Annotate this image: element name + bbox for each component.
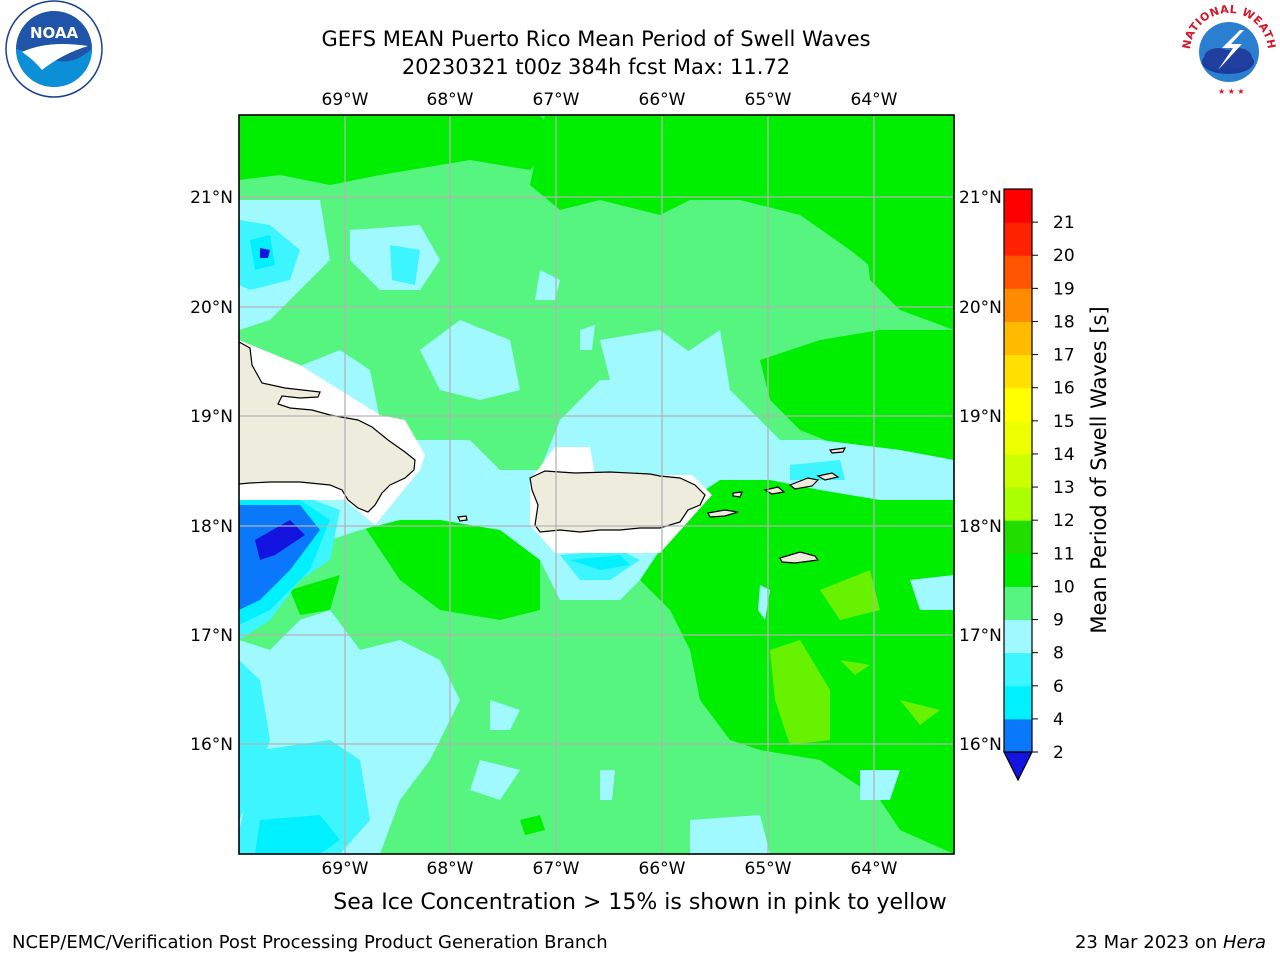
lat-label-right: 18°N [959,517,1002,537]
lon-label-bottom: 69°W [322,859,369,879]
lat-label-left: 20°N [190,298,233,318]
colorbar-tick-label: 11 [1053,544,1075,564]
lon-label-top: 69°W [322,90,369,110]
colorbar-swatch [1004,420,1032,455]
colorbar-tick-label: 10 [1053,577,1075,597]
colorbar-swatch [1004,222,1032,256]
colorbar-swatch [1004,586,1032,621]
colorbar-tick-label: 21 [1053,213,1075,233]
lon-label-bottom: 68°W [427,859,474,879]
lon-label-bottom: 64°W [851,859,898,879]
lon-label-bottom: 65°W [745,859,792,879]
colorbar-label: Mean Period of Swell Waves [s] [1087,306,1111,633]
anegada-island [828,447,847,454]
footer-host: Hera [1222,932,1266,953]
colorbar-swatch [1004,189,1032,223]
nws-logo: NATIONAL WEATHER SERVICE ★ ★ ★ [1178,0,1278,97]
period-11-12-regions [770,570,940,745]
lat-label-left: 17°N [190,626,233,646]
colorbar-tick-label: 2 [1053,743,1064,763]
footer-producer: NCEP/EMC/Verification Post Processing Pr… [12,932,608,953]
colorbar-swatch [1004,453,1032,488]
lon-label-top: 68°W [427,90,474,110]
lon-label-top: 67°W [533,90,580,110]
svg-text:★ ★ ★: ★ ★ ★ [1218,87,1245,96]
colorbar-swatch [1004,387,1032,422]
lat-label-left: 21°N [190,188,233,208]
colorbar-frame [1003,188,1033,753]
colorbar-swatch [1004,520,1032,554]
colorbar-tick-label: 6 [1053,677,1064,697]
colorbar-swatch [1004,685,1032,720]
lat-label-left: 19°N [190,407,233,427]
colorbar-swatch [1004,619,1032,654]
colorbar-tick-label: 8 [1053,644,1064,664]
longitude-labels-bottom: 69°W 68°W 67°W 66°W 65°W 64°W [322,859,898,879]
st-john-island [788,477,820,490]
map-frame [238,114,955,855]
lat-label-right: 21°N [959,188,1002,208]
colorbar-tick-label: 14 [1053,445,1075,465]
colorbar-swatch [1004,288,1032,322]
colorbar-swatch [1004,321,1032,356]
lat-label-left: 18°N [190,517,233,537]
colorbar-tick-label: 15 [1053,412,1075,432]
lat-label-right: 19°N [959,407,1002,427]
colorbar-swatch [1004,553,1032,587]
lon-label-bottom: 66°W [639,859,686,879]
colorbar-extend-arrow [1003,751,1033,782]
colorbar-tick-label: 17 [1053,346,1075,366]
map-area [239,115,954,854]
colorbar-swatch [1004,652,1032,687]
colorbar-tick-label: 20 [1053,246,1075,266]
colorbar-swatch [1004,354,1032,389]
colorbar-tick-label: 16 [1053,379,1075,399]
footer-date: 23 Mar 2023 on Hera [1075,932,1266,953]
chart-title: GEFS MEAN Puerto Rico Mean Period of Swe… [321,27,871,51]
tortola-island [816,472,840,481]
st-croix-island [779,551,820,564]
lon-label-top: 65°W [745,90,792,110]
lon-label-bottom: 67°W [533,859,580,879]
noaa-text: NOAA [30,24,79,42]
st-thomas-island [763,486,786,495]
colorbar-tick-label: 12 [1053,511,1075,531]
colorbar-swatch [1004,487,1032,521]
colorbar-swatch [1004,718,1032,753]
hispaniola-island [239,341,416,513]
mona-island [457,515,468,522]
colorbar: 2 4 6 8 9 10 11 12 13 14 15 16 17 18 19 20 21 [1003,188,1075,782]
lon-label-top: 64°W [851,90,898,110]
colorbar-tick-label: 9 [1053,611,1064,631]
latitude-labels-left: 21°N 20°N 19°N 18°N 17°N 16°N [190,188,233,755]
puerto-rico-island [529,470,706,533]
colorbar-swatch [1004,255,1032,289]
noaa-logo: NOAA [5,0,103,98]
lat-label-left: 16°N [190,735,233,755]
chart-subtitle: 20230321 t00z 384h fcst Max: 11.72 [401,55,791,79]
vieques-island [707,509,739,518]
longitude-labels-top: 69°W 68°W 67°W 66°W 65°W 64°W [322,90,898,110]
lat-label-right: 20°N [959,298,1002,318]
sea-ice-caption: Sea Ice Concentration > 15% is shown in … [333,890,947,915]
colorbar-tick-label: 4 [1053,710,1064,730]
lat-label-right: 17°N [959,626,1002,646]
graticule [239,115,954,854]
colorbar-tick-label: 13 [1053,478,1075,498]
culebra-island [732,491,743,498]
lat-label-right: 16°N [959,735,1002,755]
period-below-2-regions [255,248,305,560]
latitude-labels-right: 21°N 20°N 19°N 18°N 17°N 16°N [959,188,1002,755]
colorbar-tick-label: 18 [1053,312,1075,332]
footer-date-text: 23 Mar 2023 on [1074,932,1223,953]
colorbar-tick-label: 19 [1053,279,1075,299]
landmass [239,341,847,564]
lon-label-top: 66°W [639,90,686,110]
